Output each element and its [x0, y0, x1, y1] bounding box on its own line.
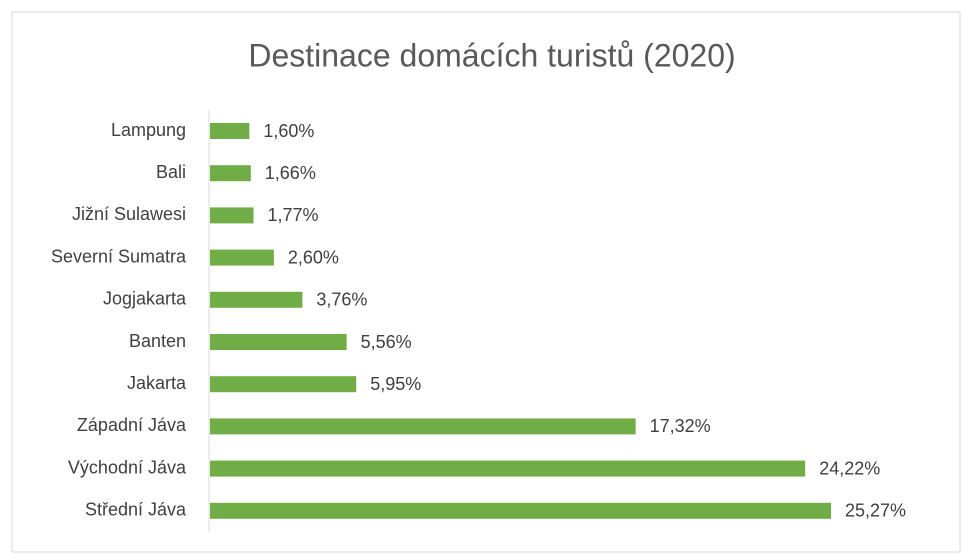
y-tick-label: Severní Sumatra	[51, 246, 187, 266]
data-label: 5,56%	[361, 332, 412, 352]
bar	[210, 291, 303, 308]
y-tick-label: Jogjakarta	[103, 289, 187, 309]
y-tick-label: Střední Jáva	[85, 500, 187, 520]
y-tick-label: Lampung	[111, 120, 186, 140]
data-label: 1,77%	[267, 205, 318, 225]
data-label: 25,27%	[845, 501, 906, 521]
data-label: 1,60%	[263, 121, 314, 141]
y-tick-label: Jakarta	[127, 373, 187, 393]
y-tick-label: Jižní Sulawesi	[72, 204, 186, 224]
data-label: 3,76%	[316, 290, 367, 310]
bar	[210, 502, 831, 519]
bar	[210, 123, 250, 139]
data-label: 2,60%	[288, 247, 339, 267]
y-tick-label: Bali	[156, 162, 186, 182]
data-label: 5,95%	[370, 374, 421, 394]
y-tick-label: Východní Jáva	[68, 457, 187, 477]
bar	[210, 165, 251, 182]
bar	[210, 376, 357, 393]
bar	[210, 460, 806, 477]
data-label: 1,66%	[265, 163, 316, 183]
data-label: 17,32%	[650, 416, 711, 436]
y-tick-label: Západní Jáva	[77, 415, 187, 435]
y-tick-label: Banten	[129, 331, 186, 351]
bar	[210, 207, 254, 224]
data-label: 24,22%	[819, 458, 880, 478]
bar	[210, 249, 274, 266]
bar	[210, 334, 347, 350]
chart-title: Destinace domácích turistů (2020)	[248, 37, 735, 73]
bar	[210, 418, 636, 435]
